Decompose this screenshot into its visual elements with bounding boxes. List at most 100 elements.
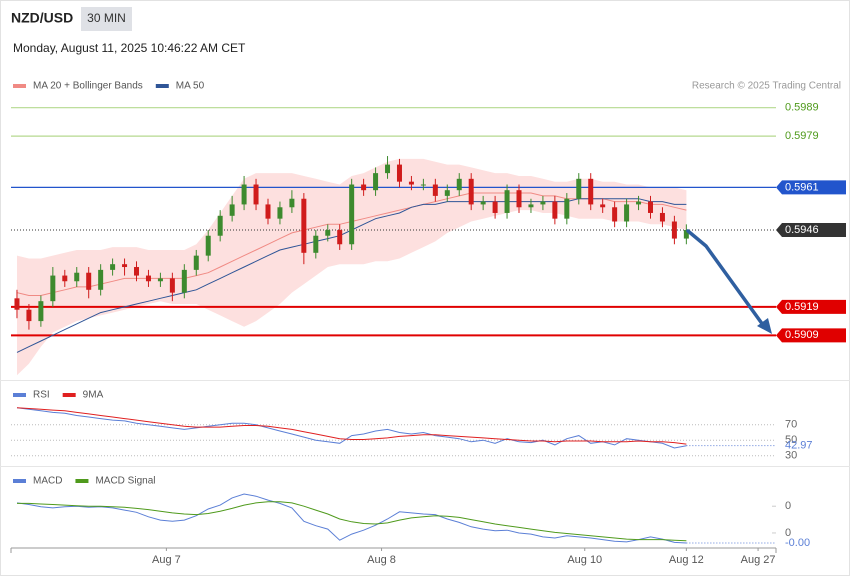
candle-body [157,278,163,282]
value-label: 42.97 [785,440,813,452]
candle-body [349,184,355,245]
series-line [16,407,687,449]
candle-body [373,173,379,191]
interval: 30 MIN [87,11,126,25]
price-tag-label: 0.5919 [785,301,819,313]
y-tick-label: 30 [785,450,797,462]
candle-body [253,184,259,205]
price-tag-label: 0.5946 [785,224,819,236]
legend-label: MA 20 + Bollinger Bands [33,81,143,92]
candle-body [134,267,140,276]
legend-swatch [155,84,169,88]
candle-body [145,275,151,282]
candle-body [468,178,474,205]
candle-body [600,204,606,208]
candle-body [588,178,594,205]
candle-body [74,272,80,282]
candle-body [444,190,450,196]
legend-swatch [13,393,26,397]
candle-body [540,201,546,205]
candle-body [169,278,175,293]
projection-arrow [686,229,765,327]
candle-body [86,272,92,290]
legend-swatch [75,479,89,483]
symbol: NZD/USD [11,10,73,26]
candle-body [14,298,20,310]
credit: Research © 2025 Trading Central [692,81,841,92]
candle-body [683,230,689,239]
candle-body [647,201,653,213]
candle-body [62,275,68,282]
candle-body [659,212,665,222]
y-tick-label: 0 [785,527,791,539]
candle-body [50,275,56,302]
candle-body [456,178,462,191]
legend-swatch [62,393,76,397]
legend-label: RSI [33,390,50,401]
legend-swatch [13,84,26,88]
x-tick-label: Aug 7 [152,554,181,566]
candle-body [313,235,319,253]
price-tag-label: 0.5979 [785,130,819,142]
candle-body [229,204,235,216]
interval-badge [81,7,132,31]
candle-body [26,309,32,322]
candle-body [110,264,116,270]
x-tick-label: Aug 27 [741,554,776,566]
candle-body [408,181,414,185]
candle-body [217,215,223,236]
candle-body [181,269,187,293]
series-line [16,493,687,544]
candle-body [289,198,295,208]
candle-body [480,201,486,205]
candle-body [277,207,283,219]
legend-label: MACD Signal [95,476,155,487]
price-tag-label: 0.5909 [785,329,819,341]
x-tick-label: Aug 12 [669,554,704,566]
candle-body [624,204,630,222]
candle-body [361,184,367,191]
y-tick-label: 50 [785,434,797,446]
series-line [16,407,687,445]
candle-body [98,269,104,290]
price-tag [776,180,846,195]
candle-body [38,301,44,322]
candle-body [205,235,211,256]
candle-body [122,264,128,268]
candle-body [576,178,582,199]
candle-body [337,230,343,245]
candle-body [612,207,618,222]
price-tag-label: 0.5961 [785,181,819,193]
candle-body [396,164,402,182]
candle-body [193,255,199,270]
legend-swatch [13,479,26,483]
plot-layers: 0.5989 0.5979 0.5961 0.5946 0.5919 0.5909 Rese… [10,81,846,566]
price-tag [776,223,846,238]
candle-body [265,204,271,219]
candle-body [301,198,307,253]
candle-body [552,201,558,219]
projection-arrowhead [757,318,772,334]
candle-body [385,164,391,174]
candle-body [432,184,438,196]
y-tick-label: 0 [785,500,791,512]
candle-body [325,230,331,236]
x-tick-label: Aug 8 [367,554,396,566]
price-tag [776,299,846,314]
series-line [17,501,687,542]
y-tick-label: 70 [785,419,797,431]
value-label: -0.00 [785,537,810,549]
timestamp: Monday, August 11, 2025 10:46:22 AM CET [13,41,246,55]
legend-label: MA 50 [176,81,205,92]
candle-body [241,184,247,205]
candle-body [492,201,498,213]
candle-body [671,221,677,239]
x-tick-label: Aug 10 [567,554,602,566]
candle-body [564,198,570,219]
candle-body [516,190,522,208]
candle-body [504,190,510,213]
candle-body [420,184,426,186]
candle-body [528,204,534,208]
candle-body [636,201,642,205]
